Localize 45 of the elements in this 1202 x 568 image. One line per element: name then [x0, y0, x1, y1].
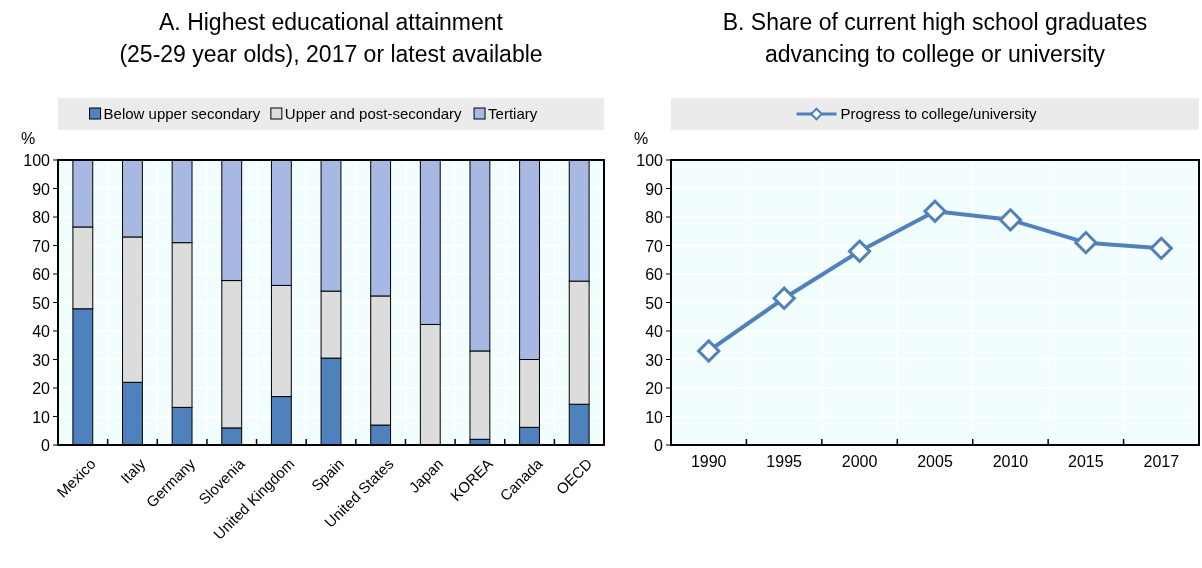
legend-label: Below upper secondary	[103, 105, 261, 122]
chart-title: A. Highest educational attainment (25-29 year olds), 2017 or latest available	[119, 9, 543, 67]
y-tick-label: 0	[654, 437, 664, 454]
x-tick-label: 2000	[841, 453, 878, 470]
y-tick-label: 100	[636, 152, 664, 169]
chart-title: B. Share of current high school graduates advancing to college or university	[722, 9, 1148, 67]
y-tick-label: 10	[645, 408, 664, 426]
y-tick-label: 90	[645, 180, 664, 198]
y-tick-label: 70	[32, 237, 51, 255]
y-tick-label: 40	[645, 323, 664, 340]
legend-label: Upper and post-secondary	[284, 105, 463, 122]
y-tick-label: 100	[23, 152, 51, 169]
point	[1074, 231, 1098, 255]
y-axis-title: %	[20, 130, 36, 147]
y-tick-label: 40	[32, 323, 51, 340]
legend-label: Tertiary	[488, 105, 538, 122]
y-tick-label: 60	[645, 266, 664, 283]
y-axis-title: %	[633, 130, 649, 147]
x-tick-label: 2017	[1143, 453, 1180, 470]
y-tick-label: 60	[32, 266, 51, 283]
y-tick-label: 20	[32, 380, 51, 397]
x-tick-label: 1990	[690, 453, 727, 470]
x-tick-label: Italy	[117, 454, 149, 487]
y-tick-label: 80	[645, 209, 664, 226]
x-tick-label: 2010	[992, 453, 1029, 470]
point	[772, 286, 796, 310]
y-tick-label: 20	[645, 380, 664, 397]
y-tick-label: 80	[32, 209, 51, 226]
y-tick-label: 30	[32, 351, 51, 369]
y-tick-label: 30	[645, 351, 664, 369]
x-tick-label: 2005	[917, 453, 953, 470]
y-tick-label: 0	[41, 437, 51, 454]
point	[1149, 236, 1173, 260]
point	[697, 339, 721, 363]
legend-label: Progress to college/university	[840, 105, 1037, 122]
y-tick-label: 50	[32, 294, 51, 312]
y-tick-label: 10	[32, 408, 51, 426]
point	[923, 199, 947, 223]
point	[847, 239, 872, 263]
x-tick-label: 1995	[766, 453, 803, 470]
y-tick-label: 90	[32, 180, 51, 198]
y-tick-label: 70	[645, 237, 664, 255]
x-tick-label: 2015	[1068, 453, 1104, 470]
point	[998, 208, 1023, 232]
y-tick-label: 50	[645, 294, 664, 312]
